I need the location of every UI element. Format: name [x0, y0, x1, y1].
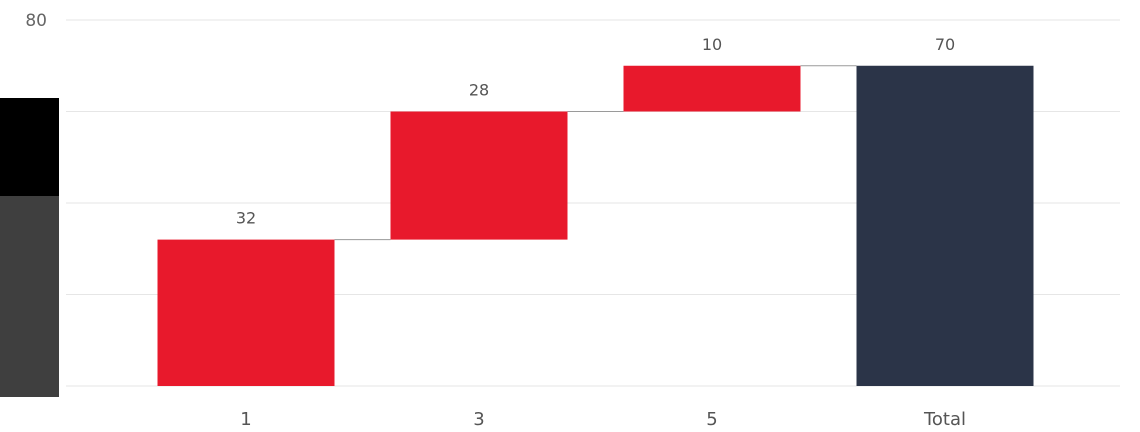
occluding-block: [0, 98, 59, 196]
x-category-label: 5: [706, 409, 717, 430]
x-category-label: 1: [240, 409, 251, 430]
data-labels: 32 28 10 70: [236, 35, 955, 228]
occluding-panel: [0, 196, 59, 397]
data-label: 10: [702, 35, 722, 54]
bar-1: [157, 239, 335, 386]
bar-total: [856, 65, 1034, 386]
data-label: 28: [469, 81, 489, 100]
data-label: 70: [935, 35, 955, 54]
bar-3: [390, 111, 568, 240]
bars: [157, 65, 1034, 386]
bar-5: [623, 65, 801, 112]
y-tick-label: 80: [25, 11, 47, 31]
x-category-label: 3: [473, 409, 484, 430]
data-label: 32: [236, 209, 256, 228]
x-axis-labels: 1 3 5 Total: [240, 409, 966, 430]
connectors: [334, 65, 857, 241]
x-category-label: Total: [923, 409, 966, 430]
